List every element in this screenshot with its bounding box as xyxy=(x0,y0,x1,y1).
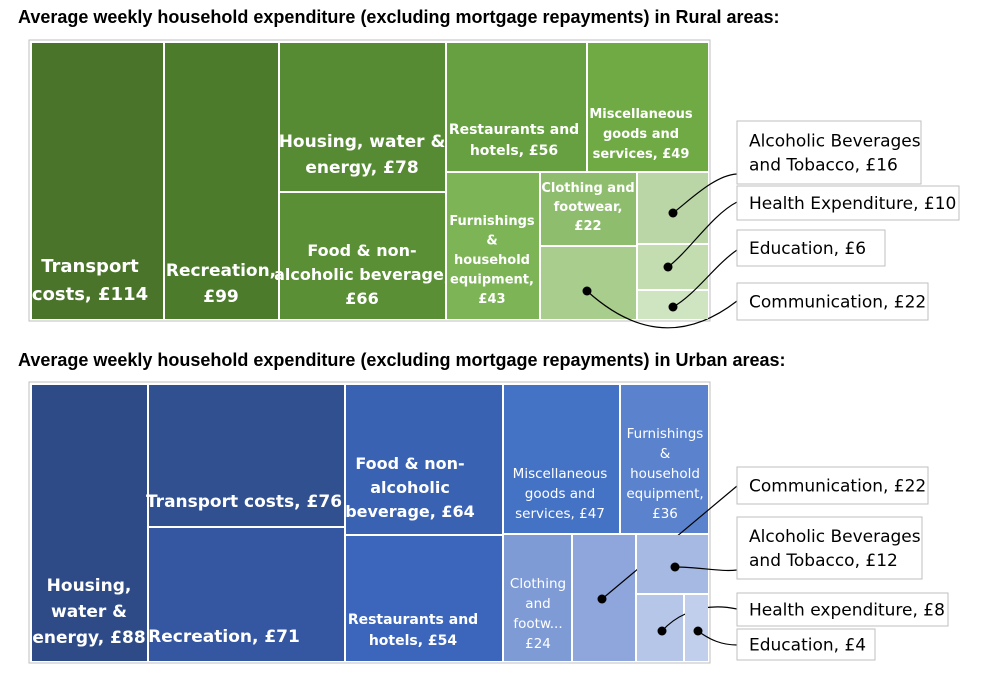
urban-tile-miscellaneous-goods-and-services xyxy=(504,385,619,533)
rural-callout-box-education xyxy=(736,229,886,267)
urban-callout-label-health-expenditure: Health expenditure, £8 xyxy=(749,601,945,621)
rural-callout-line-education xyxy=(672,249,738,308)
urban-callout-dot-health-expenditure xyxy=(657,626,667,636)
rural-tile-restaurants-and-hotels xyxy=(447,43,586,171)
rural-callout-box-communication xyxy=(736,282,929,321)
urban-tile-furnishings-household-equipment xyxy=(621,385,708,533)
urban-tile-label-clothing-and-footwear: Clothing and footw... £24 xyxy=(510,576,566,652)
urban-tile-label-housing-water-energy: Housing, water & energy, £88 xyxy=(32,576,145,648)
rural-tile-label-housing-water-energy: Housing, water & energy, £78 xyxy=(279,132,446,178)
rural-treemap: Transport costs, £114 Recreation, £99 Housin… xyxy=(28,39,960,329)
urban-tile-label-restaurants-and-hotels: Restaurants and hotels, £54 xyxy=(348,612,478,649)
urban-tile-clothing-and-footwear xyxy=(504,535,571,661)
rural-callout-line-alcoholic-beverages-and-tobacco xyxy=(672,173,738,214)
urban-tile-food-non-alcoholic-beverage xyxy=(346,385,502,534)
rural-callout-label-communication: Communication, £22 xyxy=(749,293,926,313)
urban-callout-dot-communication xyxy=(597,594,607,604)
urban-callout-box-education xyxy=(736,628,876,661)
urban-callout-box-health-expenditure xyxy=(736,592,949,627)
rural-callout-box-health-expenditure xyxy=(736,185,960,221)
urban-callout-label-alcoholic-beverages-and-tobacco: Alcoholic Beverages and Tobacco, £12 xyxy=(749,527,921,571)
urban-treemap: Housing, water & energy, £88 Transport cost… xyxy=(28,381,949,664)
rural-tile-label-miscellaneous-goods-and-services: Miscellaneous goods and services, £49 xyxy=(589,107,693,162)
rural-callout-dot-education xyxy=(668,302,678,312)
rural-tile-food-non-alcoholic-beverage xyxy=(280,193,445,319)
rural-callout-line-communication xyxy=(586,290,738,329)
rural-tile-transport-costs xyxy=(32,43,163,319)
rural-tile-label-furnishings-household-equipment: Furnishings & household equipment, £43 xyxy=(449,214,535,307)
urban-callout-dot-alcoholic-beverages-and-tobacco xyxy=(670,562,680,572)
rural-tile-label-transport-costs: Transport costs, £114 xyxy=(32,256,148,305)
rural-callout-label-health-expenditure: Health Expenditure, £10 xyxy=(749,194,956,214)
urban-callout-dot-education xyxy=(693,626,703,636)
urban-tile-label-transport-costs: Transport costs, £76 xyxy=(146,492,342,512)
urban-callout-box-communication xyxy=(736,466,929,505)
rural-callout-dot-health-expenditure xyxy=(663,262,673,272)
rural-tile-recreation xyxy=(165,43,278,319)
urban-tile-label-recreation: Recreation, £71 xyxy=(148,627,300,647)
rural-callout-label-education: Education, £6 xyxy=(749,239,866,259)
urban-tile-label-furnishings-household-equipment: Furnishings & household equipment, £36 xyxy=(626,426,703,522)
rural-tile-miscellaneous-goods-and-services xyxy=(588,43,708,171)
rural-tile-label-recreation: Recreation, £99 xyxy=(166,261,276,307)
rural-tile-furnishings-household-equipment xyxy=(447,173,539,319)
rural-callout-box-alcoholic-beverages-and-tobacco xyxy=(736,120,922,185)
urban-chart-title: Average weekly household expenditure (ex… xyxy=(18,350,786,370)
rural-callout-dot-alcoholic-beverages-and-tobacco xyxy=(668,208,678,218)
urban-callout-label-communication: Communication, £22 xyxy=(749,477,926,497)
urban-tile-housing-water-energy xyxy=(32,385,147,661)
urban-tile-label-food-non-alcoholic-beverage: Food & non-alcoholic beverage, £64 xyxy=(345,454,475,521)
rural-callout-line-health-expenditure xyxy=(667,201,738,268)
rural-tile-label-restaurants-and-hotels: Restaurants and hotels, £56 xyxy=(449,122,579,159)
rural-tile-label-food-non-alcoholic-beverage: Food & non-alcoholic beverage, £66 xyxy=(274,241,450,308)
urban-callout-line-alcoholic-beverages-and-tobacco xyxy=(674,566,738,572)
rural-tile-communication xyxy=(541,247,636,319)
rural-tile-clothing-and-footwear xyxy=(541,173,636,245)
rural-tile-housing-water-energy xyxy=(280,43,445,191)
urban-tile-recreation xyxy=(149,528,344,661)
urban-tile-label-miscellaneous-goods-and-services: Miscellaneous goods and services, £47 xyxy=(513,466,608,522)
rural-chart-title: Average weekly household expenditure (ex… xyxy=(18,7,780,27)
rural-callout-dot-communication xyxy=(582,286,592,296)
urban-tile-restaurants-and-hotels xyxy=(346,536,502,661)
urban-callout-box-alcoholic-beverages-and-tobacco xyxy=(736,516,923,580)
rural-tile-health-expenditure xyxy=(638,245,708,289)
rural-callout-label-alcoholic-beverages-and-tobacco: Alcoholic Beverages and Tobacco, £16 xyxy=(749,132,921,176)
urban-tile-transport-costs xyxy=(149,385,344,526)
urban-callout-label-education: Education, £4 xyxy=(749,636,866,656)
rural-tile-alcoholic-beverages-and-tobacco xyxy=(638,173,708,243)
rural-tile-label-clothing-and-footwear: Clothing and footwear, £22 xyxy=(541,181,634,234)
